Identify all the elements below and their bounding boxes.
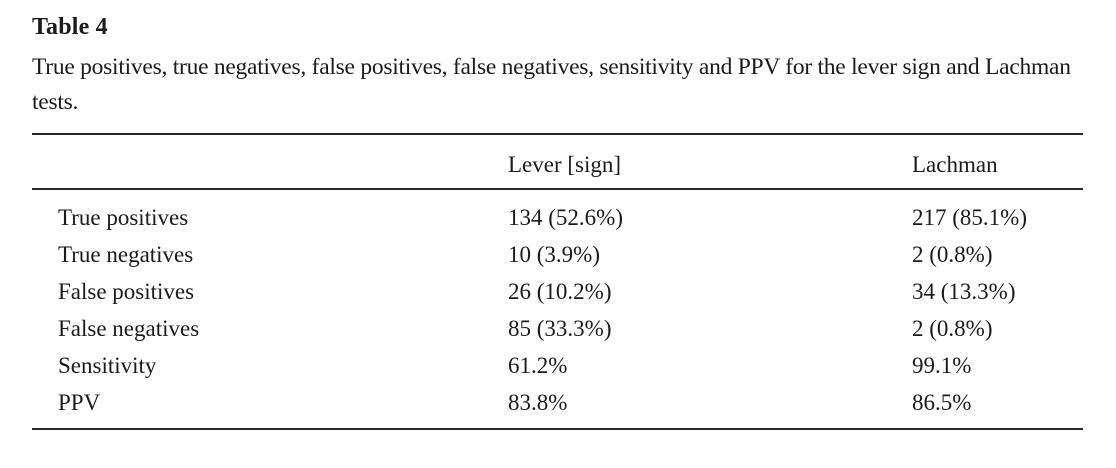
table-caption: True positives, true negatives, false po… — [32, 54, 1071, 115]
lever-sign-value: 26 (10.2%) — [508, 279, 612, 304]
header-lachman: Lachman — [912, 133, 1083, 190]
lachman-value: 2 (0.8%) — [912, 242, 993, 267]
row-label: False positives — [58, 279, 195, 304]
lever-sign-value: 85 (33.3%) — [508, 316, 612, 341]
row-label: Sensitivity — [58, 353, 157, 378]
row-label: True positives — [58, 205, 189, 230]
lachman-value: 2 (0.8%) — [912, 316, 993, 341]
lachman-value: 99.1% — [912, 353, 972, 378]
lever-sign-value: 10 (3.9%) — [508, 242, 600, 267]
header-empty-cell — [32, 133, 508, 190]
lever-sign-value: 83.8% — [508, 390, 568, 415]
table-row-true-negatives: True negatives 10 (3.9%) 2 (0.8%) — [32, 236, 1083, 273]
header-lever-sign: Lever [sign] — [508, 133, 912, 190]
results-table: Lever [sign] Lachman True positives 134 … — [32, 133, 1083, 430]
lachman-value: 86.5% — [912, 390, 972, 415]
table-row-true-positives: True positives 134 (52.6%) 217 (85.1%) — [32, 189, 1083, 236]
lachman-value: 217 (85.1%) — [912, 205, 1027, 230]
header-row: Lever [sign] Lachman — [32, 133, 1083, 190]
lachman-value: 34 (13.3%) — [912, 279, 1016, 304]
table-row-false-positives: False positives 26 (10.2%) 34 (13.3%) — [32, 273, 1083, 310]
table-row-false-negatives: False negatives 85 (33.3%) 2 (0.8%) — [32, 310, 1083, 347]
lever-sign-value: 61.2% — [508, 353, 568, 378]
row-label: PPV — [58, 390, 101, 415]
table-row-ppv: PPV 83.8% 86.5% — [32, 384, 1083, 429]
row-label: False negatives — [58, 316, 200, 341]
table-row-sensitivity: Sensitivity 61.2% 99.1% — [32, 347, 1083, 384]
lever-sign-value: 134 (52.6%) — [508, 205, 623, 230]
table-title: Table 4 — [32, 14, 108, 40]
row-label: True negatives — [58, 242, 194, 267]
